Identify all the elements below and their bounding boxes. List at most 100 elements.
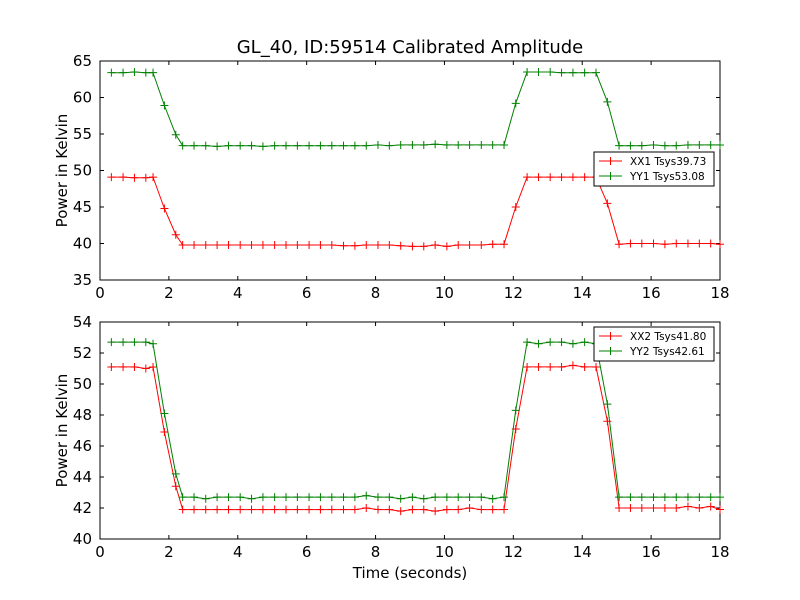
legend-box: [593, 326, 715, 362]
data-point: [362, 491, 371, 500]
legend-marker: [606, 332, 615, 340]
data-point: [716, 493, 724, 502]
legend-entry: YY2 Tsys42.61: [599, 346, 705, 358]
legend-entry: XX2 Tsys41.80: [599, 331, 706, 343]
data-point: [282, 240, 290, 249]
data-point: [626, 493, 635, 502]
y-tick-label: 60: [73, 89, 92, 107]
data-point: [385, 141, 394, 150]
legend: XX1 Tsys39.73 YY1 Tsys53.08: [593, 151, 715, 187]
data-point: [488, 505, 497, 514]
data-point: [160, 204, 169, 213]
data-point: [695, 140, 704, 149]
data-point: [362, 240, 371, 249]
data-point: [431, 507, 440, 516]
data-point: [160, 101, 169, 110]
data-point: [396, 241, 405, 250]
y-axis-label: Power in Kelvin: [53, 114, 71, 228]
data-point: [107, 338, 116, 347]
data-point: [258, 142, 267, 151]
data-point: [419, 494, 428, 503]
data-point: [649, 239, 658, 248]
data-point: [247, 494, 256, 503]
y-tick-label: 54: [73, 313, 92, 331]
data-point: [247, 505, 256, 514]
data-point: [706, 140, 715, 149]
data-point: [431, 140, 440, 149]
legend-entry: XX1 Tsys39.73: [599, 156, 706, 168]
data-point: [236, 505, 245, 514]
y-tick-label: 42: [73, 499, 92, 517]
data-point: [160, 409, 169, 418]
data-point: [201, 505, 210, 514]
data-point: [171, 482, 180, 491]
data-point: [270, 493, 279, 502]
data-point: [305, 493, 314, 502]
data-point: [626, 239, 635, 248]
data-point: [454, 493, 463, 502]
data-point: [695, 493, 704, 502]
data-point: [557, 68, 566, 77]
data-point: [224, 240, 233, 249]
data-point: [316, 141, 325, 150]
data-point: [568, 361, 577, 370]
data-point: [716, 505, 724, 514]
x-tick-label: 10: [435, 543, 454, 561]
series-1: [107, 361, 724, 516]
data-point: [477, 493, 486, 502]
data-point: [660, 504, 669, 512]
data-point: [615, 504, 624, 512]
legend-label: XX2 Tsys41.80: [630, 331, 706, 343]
data-point: [213, 493, 222, 502]
data-point: [282, 493, 290, 502]
data-point: [465, 240, 474, 249]
data-point: [396, 507, 405, 516]
data-point: [649, 504, 658, 512]
data-point: [683, 493, 692, 502]
data-point: [130, 173, 139, 182]
legend-marker: [606, 347, 615, 355]
data-point: [141, 364, 150, 373]
data-point: [500, 240, 509, 249]
data-point: [258, 493, 267, 502]
x-tick-label: 6: [302, 543, 312, 561]
data-point: [660, 141, 669, 150]
data-point: [465, 140, 474, 149]
data-point: [568, 339, 577, 348]
data-point: [649, 493, 658, 502]
data-point: [190, 493, 199, 502]
y-tick-label: 52: [73, 344, 92, 362]
data-point: [442, 242, 451, 251]
data-point: [160, 428, 169, 437]
data-point: [615, 493, 624, 502]
data-point: [637, 141, 646, 150]
x-tick-label: 12: [504, 284, 523, 302]
data-point: [149, 339, 158, 348]
x-tick-label: 16: [642, 543, 661, 561]
data-point: [224, 141, 233, 150]
data-point: [149, 68, 158, 77]
legend-label: XX1 Tsys39.73: [630, 156, 706, 168]
data-point: [270, 505, 279, 514]
data-point: [523, 362, 532, 371]
data-point: [149, 173, 158, 182]
data-point: [236, 141, 245, 150]
data-point: [190, 240, 199, 249]
y-tick-label: 46: [73, 437, 92, 455]
data-point: [534, 362, 543, 371]
x-tick-label: 8: [371, 284, 381, 302]
data-point: [339, 241, 348, 250]
data-point: [419, 505, 428, 514]
data-point: [213, 505, 222, 514]
data-point: [706, 493, 715, 502]
data-point: [385, 505, 394, 514]
data-point: [107, 68, 116, 77]
data-point: [178, 505, 187, 514]
data-point: [373, 493, 382, 502]
data-point: [171, 469, 180, 478]
data-point: [592, 68, 600, 77]
data-point: [305, 141, 314, 150]
data-point: [201, 240, 210, 249]
data-point: [408, 242, 417, 251]
